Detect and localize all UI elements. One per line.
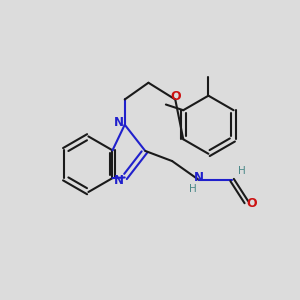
Text: N: N <box>194 171 204 184</box>
Text: N: N <box>114 116 124 129</box>
Text: O: O <box>247 197 257 210</box>
Text: H: H <box>189 184 197 194</box>
Text: O: O <box>170 90 181 104</box>
Text: H: H <box>238 166 245 176</box>
Text: N: N <box>114 174 124 187</box>
